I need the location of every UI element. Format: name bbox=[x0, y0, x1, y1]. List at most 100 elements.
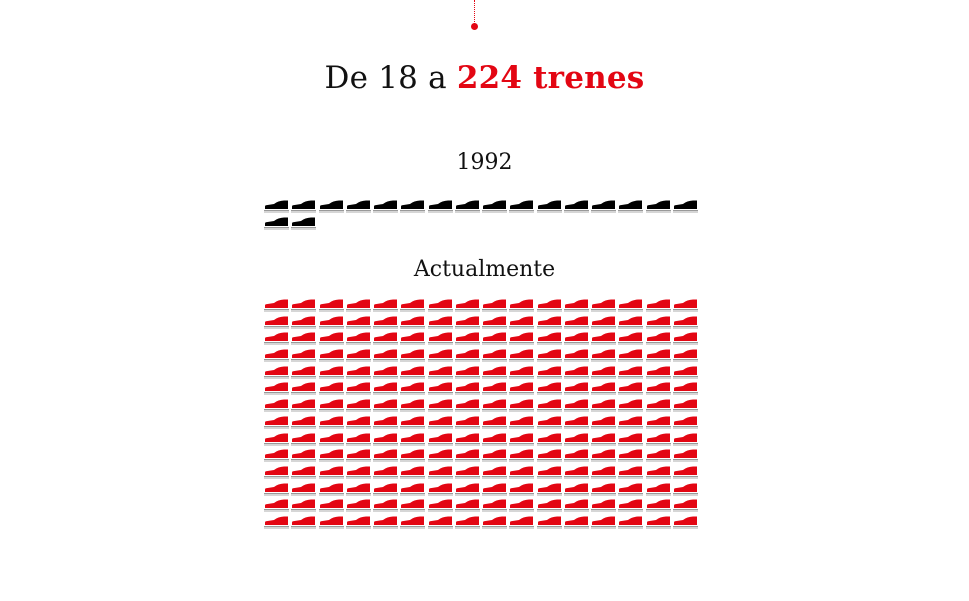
train-icon bbox=[264, 499, 289, 512]
train-icon bbox=[318, 416, 344, 429]
train-icon bbox=[672, 416, 698, 429]
train-icon bbox=[618, 483, 644, 495]
train-icon bbox=[318, 399, 344, 412]
train-icon bbox=[427, 332, 453, 345]
train-icon bbox=[672, 516, 698, 529]
train-icon bbox=[291, 483, 317, 495]
train-icon bbox=[454, 416, 480, 429]
train-icon bbox=[264, 483, 289, 495]
train-icon bbox=[618, 200, 644, 213]
train-icon bbox=[672, 466, 698, 479]
train-icon bbox=[482, 483, 507, 495]
train-icon bbox=[318, 433, 344, 445]
train-icon bbox=[400, 299, 426, 312]
train-icon bbox=[509, 399, 535, 412]
train-icon bbox=[645, 366, 671, 379]
train-icon bbox=[591, 499, 616, 512]
train-icon bbox=[482, 200, 507, 213]
train-icon bbox=[618, 516, 644, 529]
train-icon bbox=[291, 499, 317, 512]
train-icon bbox=[618, 332, 644, 345]
train-icon bbox=[563, 382, 589, 395]
train-icon bbox=[591, 483, 616, 495]
train-icon bbox=[400, 399, 426, 412]
train-icon bbox=[345, 499, 371, 512]
train-icon bbox=[345, 433, 371, 445]
train-icon bbox=[536, 466, 562, 479]
train-icon bbox=[563, 299, 589, 312]
train-icon bbox=[563, 416, 589, 429]
train-icon bbox=[563, 200, 589, 213]
train-icon bbox=[427, 499, 453, 512]
train-icon bbox=[482, 299, 507, 312]
train-icon bbox=[591, 366, 616, 379]
train-icon bbox=[509, 499, 535, 512]
train-icon bbox=[318, 382, 344, 395]
train-icon bbox=[645, 200, 671, 213]
train-icon bbox=[454, 382, 480, 395]
train-icon bbox=[482, 349, 507, 362]
train-icon bbox=[373, 466, 398, 479]
train-icon bbox=[509, 200, 535, 213]
train-icon bbox=[482, 449, 507, 462]
train-icon bbox=[591, 382, 616, 395]
train-icon bbox=[373, 516, 398, 529]
train-icon bbox=[400, 499, 426, 512]
train-icon bbox=[400, 349, 426, 362]
train-icon bbox=[373, 483, 398, 495]
train-icon bbox=[264, 433, 289, 445]
train-icon bbox=[536, 416, 562, 429]
train-icon bbox=[400, 466, 426, 479]
train-icon bbox=[563, 399, 589, 412]
train-icon bbox=[264, 316, 289, 329]
train-icon bbox=[618, 349, 644, 362]
train-icon bbox=[591, 416, 616, 429]
train-icon bbox=[400, 433, 426, 445]
train-icon bbox=[536, 316, 562, 329]
train-icon bbox=[427, 483, 453, 495]
train-icon bbox=[536, 516, 562, 529]
train-icon bbox=[482, 516, 507, 529]
pictogram-grid-actualmente bbox=[264, 298, 704, 532]
train-icon bbox=[645, 382, 671, 395]
train-icon bbox=[482, 466, 507, 479]
train-icon bbox=[591, 332, 616, 345]
train-icon bbox=[454, 299, 480, 312]
train-icon bbox=[509, 382, 535, 395]
train-icon bbox=[291, 449, 317, 462]
train-icon bbox=[536, 200, 562, 213]
train-icon bbox=[400, 483, 426, 495]
train-icon bbox=[454, 499, 480, 512]
train-icon bbox=[482, 332, 507, 345]
train-icon bbox=[318, 299, 344, 312]
train-icon bbox=[454, 332, 480, 345]
train-icon bbox=[645, 299, 671, 312]
train-icon bbox=[618, 449, 644, 462]
train-icon bbox=[291, 316, 317, 329]
train-icon bbox=[618, 499, 644, 512]
train-icon bbox=[645, 332, 671, 345]
train-icon bbox=[454, 433, 480, 445]
train-icon bbox=[264, 466, 289, 479]
train-icon bbox=[591, 299, 616, 312]
train-icon bbox=[591, 316, 616, 329]
train-icon bbox=[318, 332, 344, 345]
train-icon bbox=[427, 433, 453, 445]
train-icon bbox=[427, 316, 453, 329]
train-icon bbox=[291, 466, 317, 479]
train-icon bbox=[536, 366, 562, 379]
train-icon bbox=[400, 449, 426, 462]
train-icon bbox=[591, 399, 616, 412]
train-icon bbox=[373, 200, 398, 213]
train-icon bbox=[645, 466, 671, 479]
train-icon bbox=[427, 299, 453, 312]
top-connector-line bbox=[474, 0, 475, 24]
train-icon bbox=[454, 349, 480, 362]
train-icon bbox=[618, 399, 644, 412]
train-icon bbox=[373, 299, 398, 312]
train-icon bbox=[563, 466, 589, 479]
train-icon bbox=[291, 366, 317, 379]
train-icon bbox=[427, 200, 453, 213]
train-icon bbox=[645, 316, 671, 329]
train-icon bbox=[454, 316, 480, 329]
